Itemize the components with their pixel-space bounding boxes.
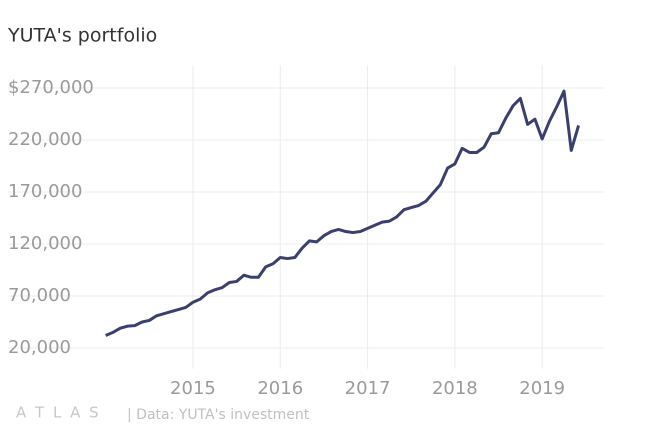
logo: A T L A S [16,404,101,422]
chart-title: YUTA's portfolio [7,25,157,47]
y-tick-label: $270,000 [8,77,94,98]
y-tick-label: 70,000 [8,285,71,306]
x-tick-label: 2015 [170,378,216,399]
line [105,89,581,337]
x-tick-label: 2016 [257,378,303,399]
y-tick-label: 20,000 [8,337,71,358]
y-tick-label: 220,000 [8,129,82,150]
x-tick-label: 2019 [519,378,565,399]
x-tick-label: 2018 [432,378,478,399]
x-tick-label: 2017 [345,378,391,399]
source: | Data: YUTA's investment [127,407,310,423]
y-tick-label: 120,000 [8,233,82,254]
y-tick-label: 170,000 [8,181,82,202]
